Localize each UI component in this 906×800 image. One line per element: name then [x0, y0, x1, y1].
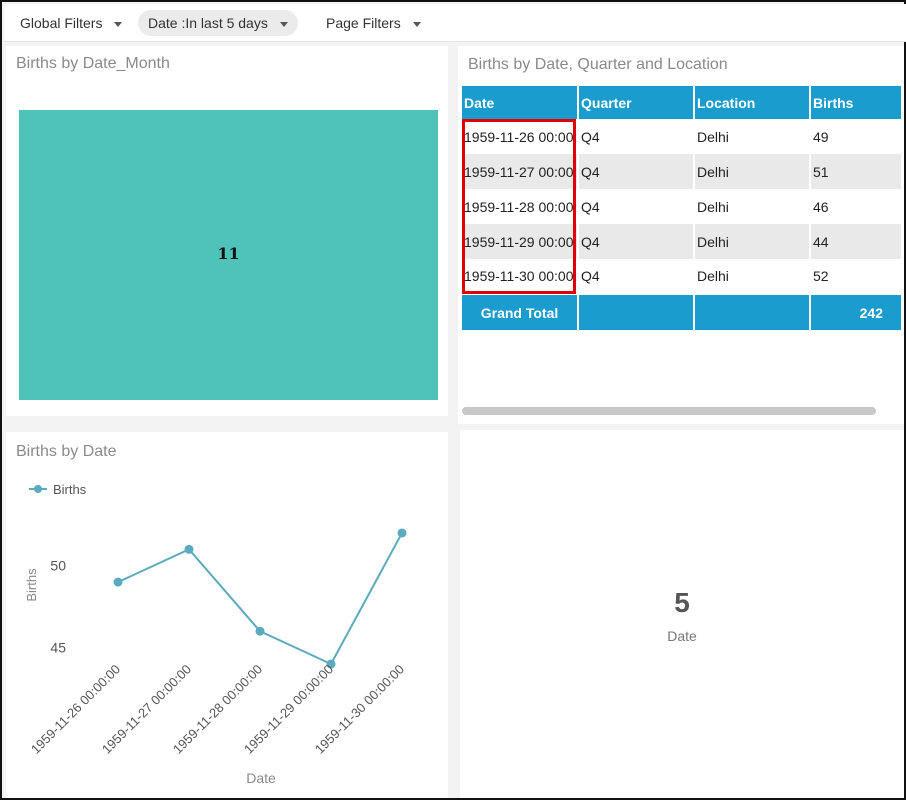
cell-location: Delhi [694, 189, 811, 224]
data-point [326, 659, 336, 669]
date-filter-label: Date :In last 5 days [148, 15, 268, 31]
treemap-tile-value: 11 [217, 244, 240, 263]
table-row: 1959-11-26 00:00:00 Q4 Delhi 49 [462, 119, 903, 154]
legend-dot-marker [34, 485, 42, 493]
series-line-births [117, 532, 403, 666]
column-header-quarter[interactable]: Quarter [578, 86, 695, 119]
column-header-location[interactable]: Location [694, 86, 811, 119]
global-filters-dropdown[interactable]: Global Filters [10, 10, 132, 36]
widget-title: Births by Date [16, 443, 117, 460]
y-axis-label: Births [24, 568, 39, 602]
kpi-value: 5 [674, 587, 690, 618]
data-point [255, 626, 265, 636]
widget-title: Births by Date, Quarter and Location [468, 56, 728, 73]
cell-births: 44 [810, 224, 903, 259]
caret-down-icon [279, 21, 288, 27]
cell-location: Delhi [694, 224, 811, 259]
x-axis-label: Date [246, 770, 276, 786]
column-header-births[interactable]: Births [810, 86, 903, 119]
cell-quarter: Q4 [578, 224, 695, 259]
y-tick-label: 50 [50, 558, 66, 574]
table-row: 1959-11-29 00:00:00 Q4 Delhi 44 [462, 224, 903, 259]
cell-quarter: Q4 [578, 119, 695, 154]
kpi-label: Date [667, 628, 697, 644]
caret-down-icon [114, 21, 123, 27]
legend-label: Births [53, 482, 87, 497]
cell-births: 51 [810, 154, 903, 189]
cell-date: 1959-11-27 00:00:00 [462, 154, 579, 189]
grand-total-label: Grand Total [462, 293, 579, 330]
date-count-kpi-widget: 5 Date [460, 430, 904, 798]
cell-quarter: Q4 [578, 259, 695, 294]
grand-total-empty-cell [578, 293, 695, 330]
cell-date: 1959-11-29 00:00:00 [462, 224, 579, 259]
cell-births: 52 [810, 259, 903, 294]
cell-date: 1959-11-28 00:00:00 [462, 189, 579, 224]
grand-total-value: 242 [810, 293, 903, 330]
page-filters-label: Page Filters [326, 15, 401, 31]
horizontal-scrollbar[interactable] [462, 407, 876, 415]
data-point [397, 528, 407, 538]
date-filter-chip[interactable]: Date :In last 5 days [138, 10, 298, 36]
grand-total-empty-cell [694, 293, 811, 330]
cell-births: 46 [810, 189, 903, 224]
grand-total-row: Grand Total 242 [462, 293, 903, 330]
page-filters-dropdown[interactable]: Page Filters [316, 10, 431, 36]
data-point [113, 577, 123, 587]
table-row: 1959-11-30 00:00:00 Q4 Delhi 52 [462, 259, 903, 294]
caret-down-icon [412, 21, 421, 27]
treemap-tile[interactable]: 11 [19, 110, 438, 400]
filter-bar: Global Filters Date :In last 5 days Page… [4, 4, 906, 42]
table-header-row: Date Quarter Location Births [462, 86, 903, 119]
column-header-date[interactable]: Date [462, 86, 579, 119]
cell-location: Delhi [694, 154, 811, 189]
cell-location: Delhi [694, 119, 811, 154]
births-table-widget: Births by Date, Quarter and Location Dat… [458, 46, 904, 424]
data-table: Date Quarter Location Births 1959-11-26 … [462, 86, 903, 330]
widget-title: Births by Date_Month [16, 55, 170, 72]
global-filters-label: Global Filters [20, 15, 103, 31]
table-row: 1959-11-27 00:00:00 Q4 Delhi 51 [462, 154, 903, 189]
cell-date: 1959-11-30 00:00:00 [462, 259, 579, 294]
births-by-month-widget: Births by Date_Month 11 [6, 46, 448, 416]
y-tick-label: 45 [50, 640, 66, 656]
cell-location: Delhi [694, 259, 811, 294]
cell-quarter: Q4 [578, 189, 695, 224]
cell-quarter: Q4 [578, 154, 695, 189]
table-row: 1959-11-28 00:00:00 Q4 Delhi 46 [462, 189, 903, 224]
cell-date: 1959-11-26 00:00:00 [462, 119, 579, 154]
births-by-date-widget: Births by Date Births Births 45 50 1959-11-2… [6, 432, 448, 798]
data-point [184, 544, 194, 554]
cell-births: 49 [810, 119, 903, 154]
